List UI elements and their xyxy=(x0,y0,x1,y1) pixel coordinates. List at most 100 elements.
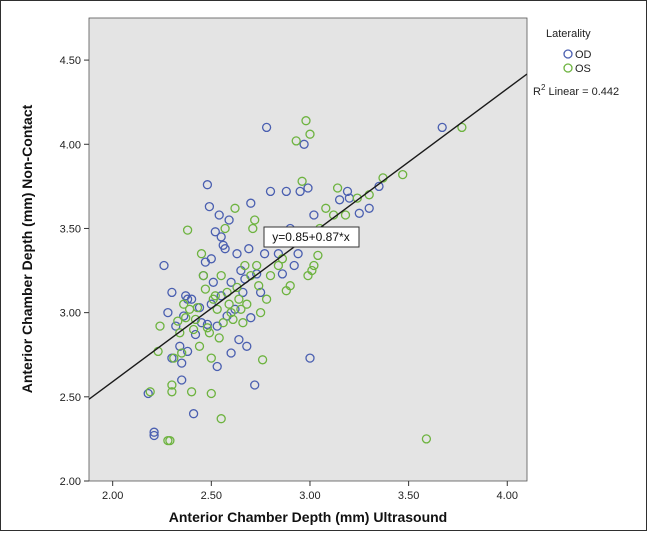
data-point-od xyxy=(289,260,299,271)
data-point-od xyxy=(143,388,153,399)
data-point-os xyxy=(301,116,311,126)
data-point-os xyxy=(238,318,248,328)
data-point-od xyxy=(159,260,169,271)
data-point-od xyxy=(177,375,187,385)
data-point-os xyxy=(255,307,266,318)
data-point-od xyxy=(214,210,224,220)
data-point-os xyxy=(250,215,260,225)
data-point-os xyxy=(242,299,252,309)
data-point-os xyxy=(340,210,351,220)
data-point-od xyxy=(342,186,353,197)
data-point-os xyxy=(167,387,177,397)
data-point-od xyxy=(177,358,187,368)
legend-label-od: OD xyxy=(575,49,592,61)
data-point-od xyxy=(250,380,260,390)
data-point-os xyxy=(220,223,230,234)
equation-text: y=0.85+0.87*x xyxy=(272,230,349,244)
data-point-os xyxy=(216,270,226,281)
data-point-os xyxy=(206,353,216,363)
data-point-os xyxy=(181,313,191,323)
data-point-od xyxy=(182,346,193,357)
data-point-os xyxy=(196,249,207,259)
data-point-os xyxy=(248,223,258,234)
plot-area xyxy=(88,17,528,482)
y-axis-title: Anterior Chamber Depth (mm) Non-Contact xyxy=(19,104,35,393)
data-point-os xyxy=(457,122,467,133)
data-point-os xyxy=(332,183,343,193)
data-point-od xyxy=(167,287,177,298)
legend-label-os: OS xyxy=(575,63,591,75)
y-tick-label: 2.50 xyxy=(60,392,81,404)
equation-label: y=0.85+0.87*x xyxy=(263,226,360,248)
data-point-os xyxy=(210,291,220,301)
data-point-od xyxy=(163,307,173,318)
data-point-os xyxy=(240,260,250,271)
data-point-os xyxy=(230,203,240,213)
y-tick-label: 4.00 xyxy=(60,139,81,151)
data-point-os xyxy=(216,414,226,424)
data-point-os xyxy=(398,169,408,180)
x-tick-label: 2.50 xyxy=(201,490,222,502)
y-tick-label: 3.00 xyxy=(60,308,81,320)
data-point-os xyxy=(285,281,295,291)
data-point-od xyxy=(202,319,213,330)
x-tick-label: 4.00 xyxy=(497,490,518,502)
data-point-od xyxy=(188,409,199,419)
data-point-os xyxy=(179,299,189,309)
data-point-os xyxy=(232,282,242,293)
data-point-os xyxy=(206,388,216,399)
data-point-os xyxy=(226,307,236,318)
y-axis: 2.00 2.50 3.00 3.50 4.00 4.50 xyxy=(60,55,89,488)
data-point-os xyxy=(265,270,276,281)
data-point-os xyxy=(291,136,301,146)
data-point-os xyxy=(202,323,213,333)
data-point-os xyxy=(234,294,244,304)
data-point-os xyxy=(169,353,179,363)
data-point-od xyxy=(220,244,230,254)
data-point-od xyxy=(175,341,185,351)
data-point-od xyxy=(212,361,222,372)
data-point-os xyxy=(177,348,187,358)
data-point-od xyxy=(334,195,345,205)
data-point-od xyxy=(238,287,248,298)
data-point-os xyxy=(252,260,262,271)
data-point-od xyxy=(265,186,276,197)
data-point-os xyxy=(236,304,246,314)
data-point-od xyxy=(226,348,236,358)
data-point-od xyxy=(244,244,254,254)
data-point-os xyxy=(257,355,268,365)
data-point-od xyxy=(277,269,288,279)
x-axis-title: Anterior Chamber Depth (mm) Ultrasound xyxy=(169,509,447,525)
data-point-od xyxy=(242,341,252,351)
data-point-os xyxy=(309,260,319,271)
data-point-od xyxy=(179,311,189,321)
data-point-os xyxy=(194,341,205,351)
data-point-od xyxy=(186,294,197,304)
data-point-od xyxy=(149,430,159,441)
data-point-od xyxy=(364,203,374,213)
data-point-od xyxy=(305,353,315,363)
data-point-od xyxy=(437,122,447,133)
data-point-od xyxy=(202,180,213,190)
data-point-os xyxy=(352,193,362,203)
data-point-od xyxy=(204,201,215,212)
data-point-od xyxy=(149,427,159,437)
data-point-od xyxy=(295,186,305,197)
data-point-od xyxy=(259,249,270,259)
data-point-os xyxy=(167,380,177,390)
data-point-od xyxy=(246,313,256,323)
data-point-od xyxy=(299,139,309,149)
data-point-os xyxy=(261,294,272,304)
legend-marker-od xyxy=(563,49,573,59)
legend-title: Laterality xyxy=(546,28,591,40)
data-point-od xyxy=(226,277,236,287)
x-tick-label: 3.50 xyxy=(398,490,419,502)
r-squared-label: R2 Linear = 0.442 xyxy=(533,83,619,98)
data-point-os xyxy=(321,203,331,213)
x-axis: 2.00 2.50 3.00 3.50 4.00 xyxy=(102,481,518,502)
data-point-od xyxy=(293,249,303,259)
y-tick-label: 3.50 xyxy=(60,223,81,235)
data-point-os xyxy=(155,321,165,331)
data-point-od xyxy=(303,183,313,193)
